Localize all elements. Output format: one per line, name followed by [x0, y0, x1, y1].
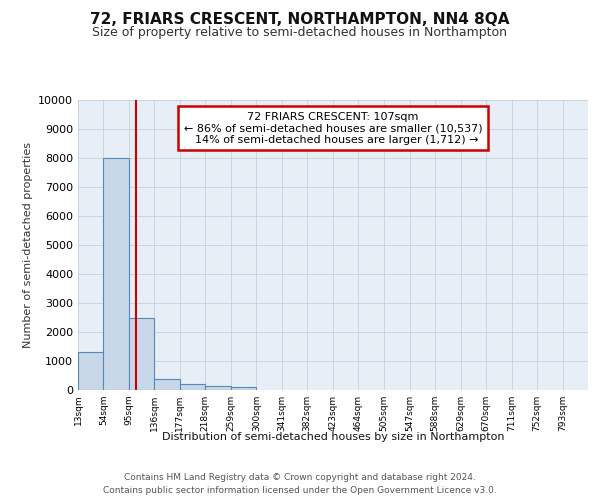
Y-axis label: Number of semi-detached properties: Number of semi-detached properties — [23, 142, 32, 348]
Bar — [78, 352, 103, 390]
Bar — [231, 387, 256, 390]
Text: 72, FRIARS CRESCENT, NORTHAMPTON, NN4 8QA: 72, FRIARS CRESCENT, NORTHAMPTON, NN4 8Q… — [90, 12, 510, 28]
Text: 72 FRIARS CRESCENT: 107sqm
← 86% of semi-detached houses are smaller (10,537)
  : 72 FRIARS CRESCENT: 107sqm ← 86% of semi… — [184, 112, 482, 145]
Bar — [180, 384, 205, 390]
Text: Contains HM Land Registry data © Crown copyright and database right 2024.: Contains HM Land Registry data © Crown c… — [124, 472, 476, 482]
Bar — [129, 318, 154, 390]
Text: Contains public sector information licensed under the Open Government Licence v3: Contains public sector information licen… — [103, 486, 497, 495]
Bar — [103, 158, 128, 390]
Bar — [154, 379, 179, 390]
Bar — [205, 386, 230, 390]
Text: Distribution of semi-detached houses by size in Northampton: Distribution of semi-detached houses by … — [162, 432, 504, 442]
Text: Size of property relative to semi-detached houses in Northampton: Size of property relative to semi-detach… — [92, 26, 508, 39]
